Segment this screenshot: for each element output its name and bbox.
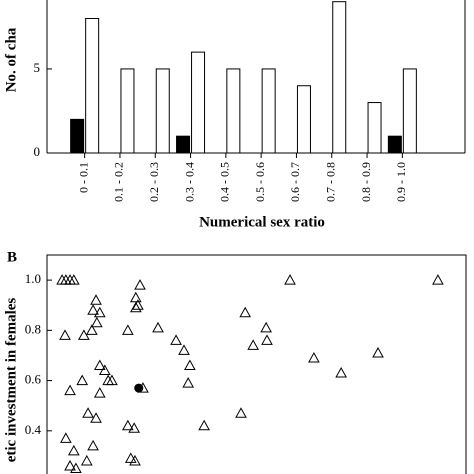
point [98,364,111,376]
point [87,439,99,451]
bar [70,118,85,154]
point [432,274,444,285]
point [170,334,182,345]
bar [176,135,191,154]
bar [387,135,402,154]
y-axis-label: etic investment in females [3,298,19,463]
point [124,452,137,463]
x-tick-label: 0.3 - 0.4 [182,162,196,202]
bar [85,17,100,154]
point [308,351,320,363]
bar [191,51,206,154]
point [235,407,247,418]
y-tick-label: 0.4 [25,422,42,437]
x-tick-label: 0.9 - 1.0 [394,162,408,202]
x-tick-label: 0.5 - 0.6 [253,162,267,202]
point [184,359,196,371]
point [60,432,72,443]
point [85,324,98,335]
point [129,301,142,313]
point [178,344,190,355]
point [239,306,252,318]
point [261,334,273,345]
point [82,407,94,418]
point [93,306,106,318]
point [106,374,118,386]
point [64,459,76,471]
x-tick-label: 0.2 - 0.3 [147,162,161,202]
point [90,412,102,423]
plot-frame [46,254,467,474]
point [128,422,141,433]
point [260,321,272,333]
point [93,359,106,371]
y-tick-label: 0.8 [25,321,41,336]
x-tick-label: 0 - 0.1 [76,162,90,193]
point [129,454,141,466]
x-tick-label: 0.7 - 0.8 [324,162,338,202]
point [90,294,102,305]
bar [261,68,276,154]
bar [402,68,417,154]
point [335,367,347,378]
point [76,374,89,386]
x-tick-label: 0.4 - 0.5 [218,162,232,202]
y-tick-label: 0 [34,144,41,159]
point [129,291,142,303]
point [372,346,384,358]
x-tick-label: 0.6 - 0.7 [288,162,302,202]
point [132,299,144,310]
bar [155,68,170,154]
point [134,383,144,393]
point [64,384,76,396]
y-axis-label: No. of cha [3,27,19,92]
point [134,279,146,290]
bar [296,85,311,154]
point [70,462,82,473]
point [80,454,93,466]
x-tick-label: 0.8 - 0.9 [359,162,373,202]
point [198,419,210,431]
panel-label: B [7,249,17,265]
point [59,329,71,340]
point [152,321,164,333]
point [67,444,80,456]
bar [332,1,347,154]
x-axis-label: Numerical sex ratio [199,214,325,230]
x-tick-label: 0.1 - 0.2 [112,162,126,202]
point [93,387,106,398]
point [67,274,80,285]
bar [226,68,241,154]
point [284,274,296,285]
bar [120,68,135,154]
y-tick-label: 5 [34,60,41,75]
point [122,324,134,335]
point [87,304,99,315]
bar [367,102,382,154]
y-tick-label: 0.6 [25,372,42,387]
point [247,339,259,350]
point [78,329,90,340]
point [91,316,103,328]
point [182,377,195,388]
y-tick-label: 1.0 [25,271,41,286]
point [122,419,134,431]
